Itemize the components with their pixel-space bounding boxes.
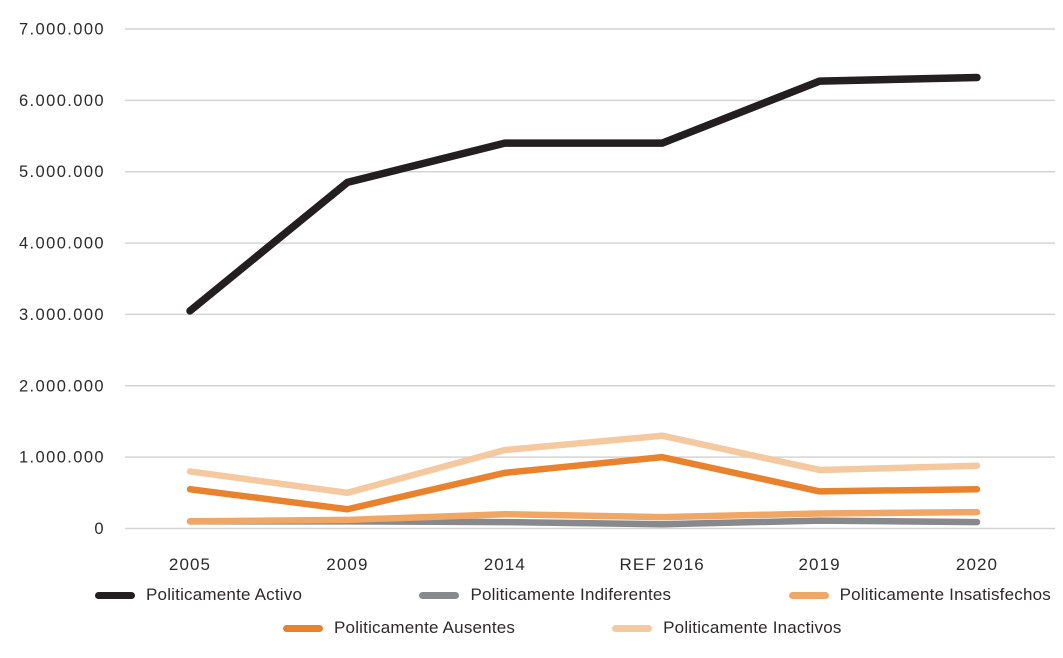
y-axis-tick-label: 3.000.000 xyxy=(19,306,105,324)
series-line-politicamente-activo xyxy=(186,73,981,315)
legend-label: Politicamente Indiferentes xyxy=(470,585,672,604)
legend-label: Politicamente Ausentes xyxy=(334,618,516,637)
x-axis-tick-label: 2020 xyxy=(956,555,998,574)
legend-row: Politicamente Ausentes Politicamente Inac… xyxy=(0,618,1063,638)
legend-item-politicamente-inactivos: Politicamente Inactivos xyxy=(612,618,841,638)
series-line-politicamente-ausentes xyxy=(186,453,981,513)
legend-label: Politicamente Inactivos xyxy=(663,618,842,637)
y-axis-tick-label: 7.000.000 xyxy=(19,21,105,39)
legend-label: Politicamente Insatisfechos xyxy=(839,585,1051,604)
legend-label: Politicamente Activo xyxy=(146,585,303,604)
y-axis-tick-label: 0 xyxy=(94,520,105,538)
legend-line-swatch-icon xyxy=(283,624,323,632)
x-axis-tick-label: 2009 xyxy=(326,555,368,574)
legend-line-swatch-icon xyxy=(612,624,653,632)
x-axis-tick-label: 2014 xyxy=(484,555,526,574)
y-axis-tick-label: 1.000.000 xyxy=(19,449,105,467)
line-chart: 0 1.000.000 2.000.000 3.000.000 4.000.000 5.0… xyxy=(19,21,1055,574)
legend-item-politicamente-ausentes: Politicamente Ausentes xyxy=(283,618,515,638)
chart-legend: Politicamente Activo Politicamente Indife… xyxy=(0,585,1063,638)
y-axis-tick-label: 5.000.000 xyxy=(19,163,105,181)
x-axis-tick-label: 2019 xyxy=(798,555,840,574)
y-axis-tick-label: 4.000.000 xyxy=(19,235,105,253)
legend-item-politicamente-activo: Politicamente Activo xyxy=(95,585,302,605)
legend-row: Politicamente Activo Politicamente Indife… xyxy=(0,585,1063,605)
series-line-politicamente-insatisfechos xyxy=(186,508,981,525)
series-line-politicamente-inactivos xyxy=(186,432,981,497)
legend-line-swatch-icon xyxy=(419,591,460,599)
y-axis-tick-label: 6.000.000 xyxy=(19,92,105,110)
legend-line-swatch-icon xyxy=(788,591,829,599)
x-axis-tick-label: 2005 xyxy=(169,555,211,574)
legend-item-politicamente-indiferentes: Politicamente Indiferentes xyxy=(419,585,671,605)
x-axis-tick-label: REF 2016 xyxy=(620,555,705,574)
legend-item-politicamente-insatisfechos: Politicamente Insatisfechos xyxy=(788,585,1051,605)
legend-line-swatch-icon xyxy=(95,591,135,599)
y-axis-tick-label: 2.000.000 xyxy=(19,377,105,395)
